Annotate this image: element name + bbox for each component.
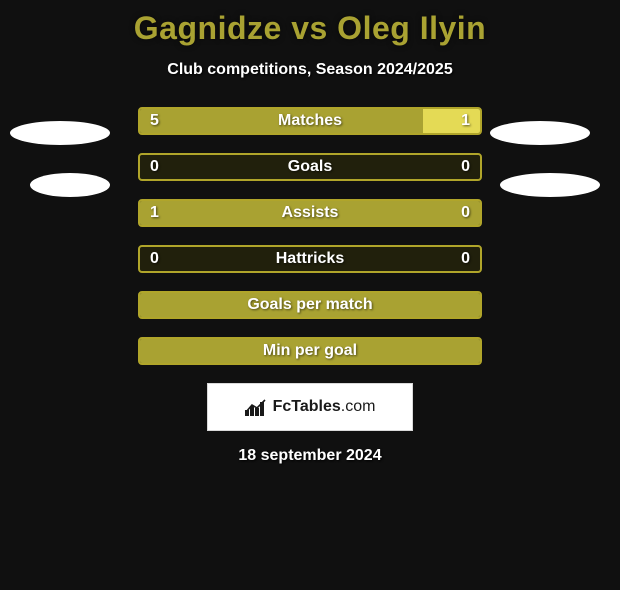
stat-value-left: 5 <box>150 112 159 130</box>
date-label: 18 september 2024 <box>0 447 620 465</box>
stat-value-right: 0 <box>461 250 470 268</box>
decorative-ellipse <box>30 173 110 197</box>
stat-value-right: 0 <box>461 204 470 222</box>
bar-fill-right <box>423 109 480 133</box>
stat-row: Goals per match <box>138 291 482 319</box>
stat-row: 0 0 Hattricks <box>138 245 482 273</box>
decorative-ellipse <box>10 121 110 145</box>
stat-value-right: 1 <box>461 112 470 130</box>
decorative-ellipse <box>490 121 590 145</box>
stat-value-left: 0 <box>150 250 159 268</box>
stat-label: Goals <box>288 158 332 176</box>
brand-text: FcTables.com <box>273 398 376 416</box>
stat-row: Min per goal <box>138 337 482 365</box>
brand-suffix: .com <box>341 398 376 415</box>
stat-label: Goals per match <box>247 296 372 314</box>
stat-label: Hattricks <box>276 250 344 268</box>
stat-value-left: 0 <box>150 158 159 176</box>
page-title: Gagnidze vs Oleg Ilyin <box>0 10 620 47</box>
stat-value-right: 0 <box>461 158 470 176</box>
brand-logo: FcTables.com <box>207 383 413 431</box>
decorative-ellipse <box>500 173 600 197</box>
brand-name: FcTables <box>273 398 341 415</box>
chart-area: 5 1 Matches 0 0 Goals 1 0 Assists 0 0 Hattricks Goal… <box>0 107 620 365</box>
stat-row: 1 0 Assists <box>138 199 482 227</box>
stat-value-left: 1 <box>150 204 159 222</box>
stat-row: 5 1 Matches <box>138 107 482 135</box>
stat-label: Min per goal <box>263 342 357 360</box>
subtitle: Club competitions, Season 2024/2025 <box>0 61 620 79</box>
stat-label: Matches <box>278 112 342 130</box>
brand-chart-icon <box>245 398 267 416</box>
stat-row: 0 0 Goals <box>138 153 482 181</box>
stat-label: Assists <box>282 204 339 222</box>
